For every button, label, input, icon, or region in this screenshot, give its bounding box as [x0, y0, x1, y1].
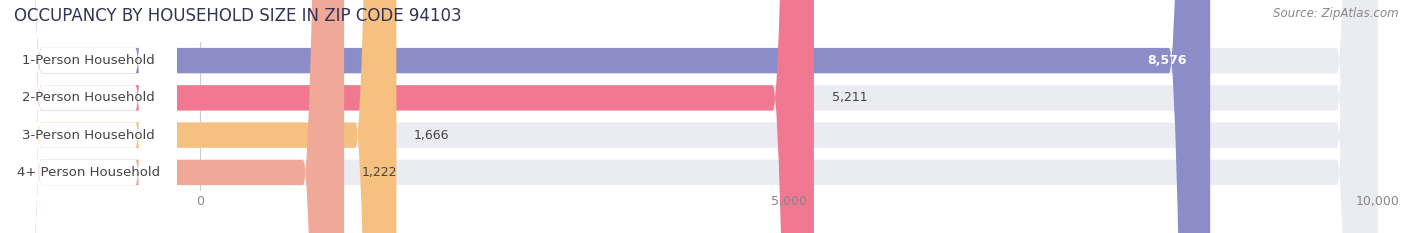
Text: 1,666: 1,666	[415, 129, 450, 142]
FancyBboxPatch shape	[0, 0, 344, 233]
Text: 1,222: 1,222	[361, 166, 398, 179]
FancyBboxPatch shape	[0, 0, 177, 233]
Text: 1-Person Household: 1-Person Household	[22, 54, 155, 67]
FancyBboxPatch shape	[0, 0, 1211, 233]
Text: Source: ZipAtlas.com: Source: ZipAtlas.com	[1274, 7, 1399, 20]
FancyBboxPatch shape	[0, 0, 814, 233]
Text: 2-Person Household: 2-Person Household	[22, 91, 155, 104]
Text: OCCUPANCY BY HOUSEHOLD SIZE IN ZIP CODE 94103: OCCUPANCY BY HOUSEHOLD SIZE IN ZIP CODE …	[14, 7, 461, 25]
FancyBboxPatch shape	[0, 0, 177, 233]
FancyBboxPatch shape	[0, 0, 396, 233]
Text: 8,576: 8,576	[1147, 54, 1187, 67]
FancyBboxPatch shape	[0, 0, 177, 233]
Text: 3-Person Household: 3-Person Household	[22, 129, 155, 142]
Text: 4+ Person Household: 4+ Person Household	[17, 166, 160, 179]
FancyBboxPatch shape	[0, 0, 177, 233]
Text: 5,211: 5,211	[831, 91, 868, 104]
